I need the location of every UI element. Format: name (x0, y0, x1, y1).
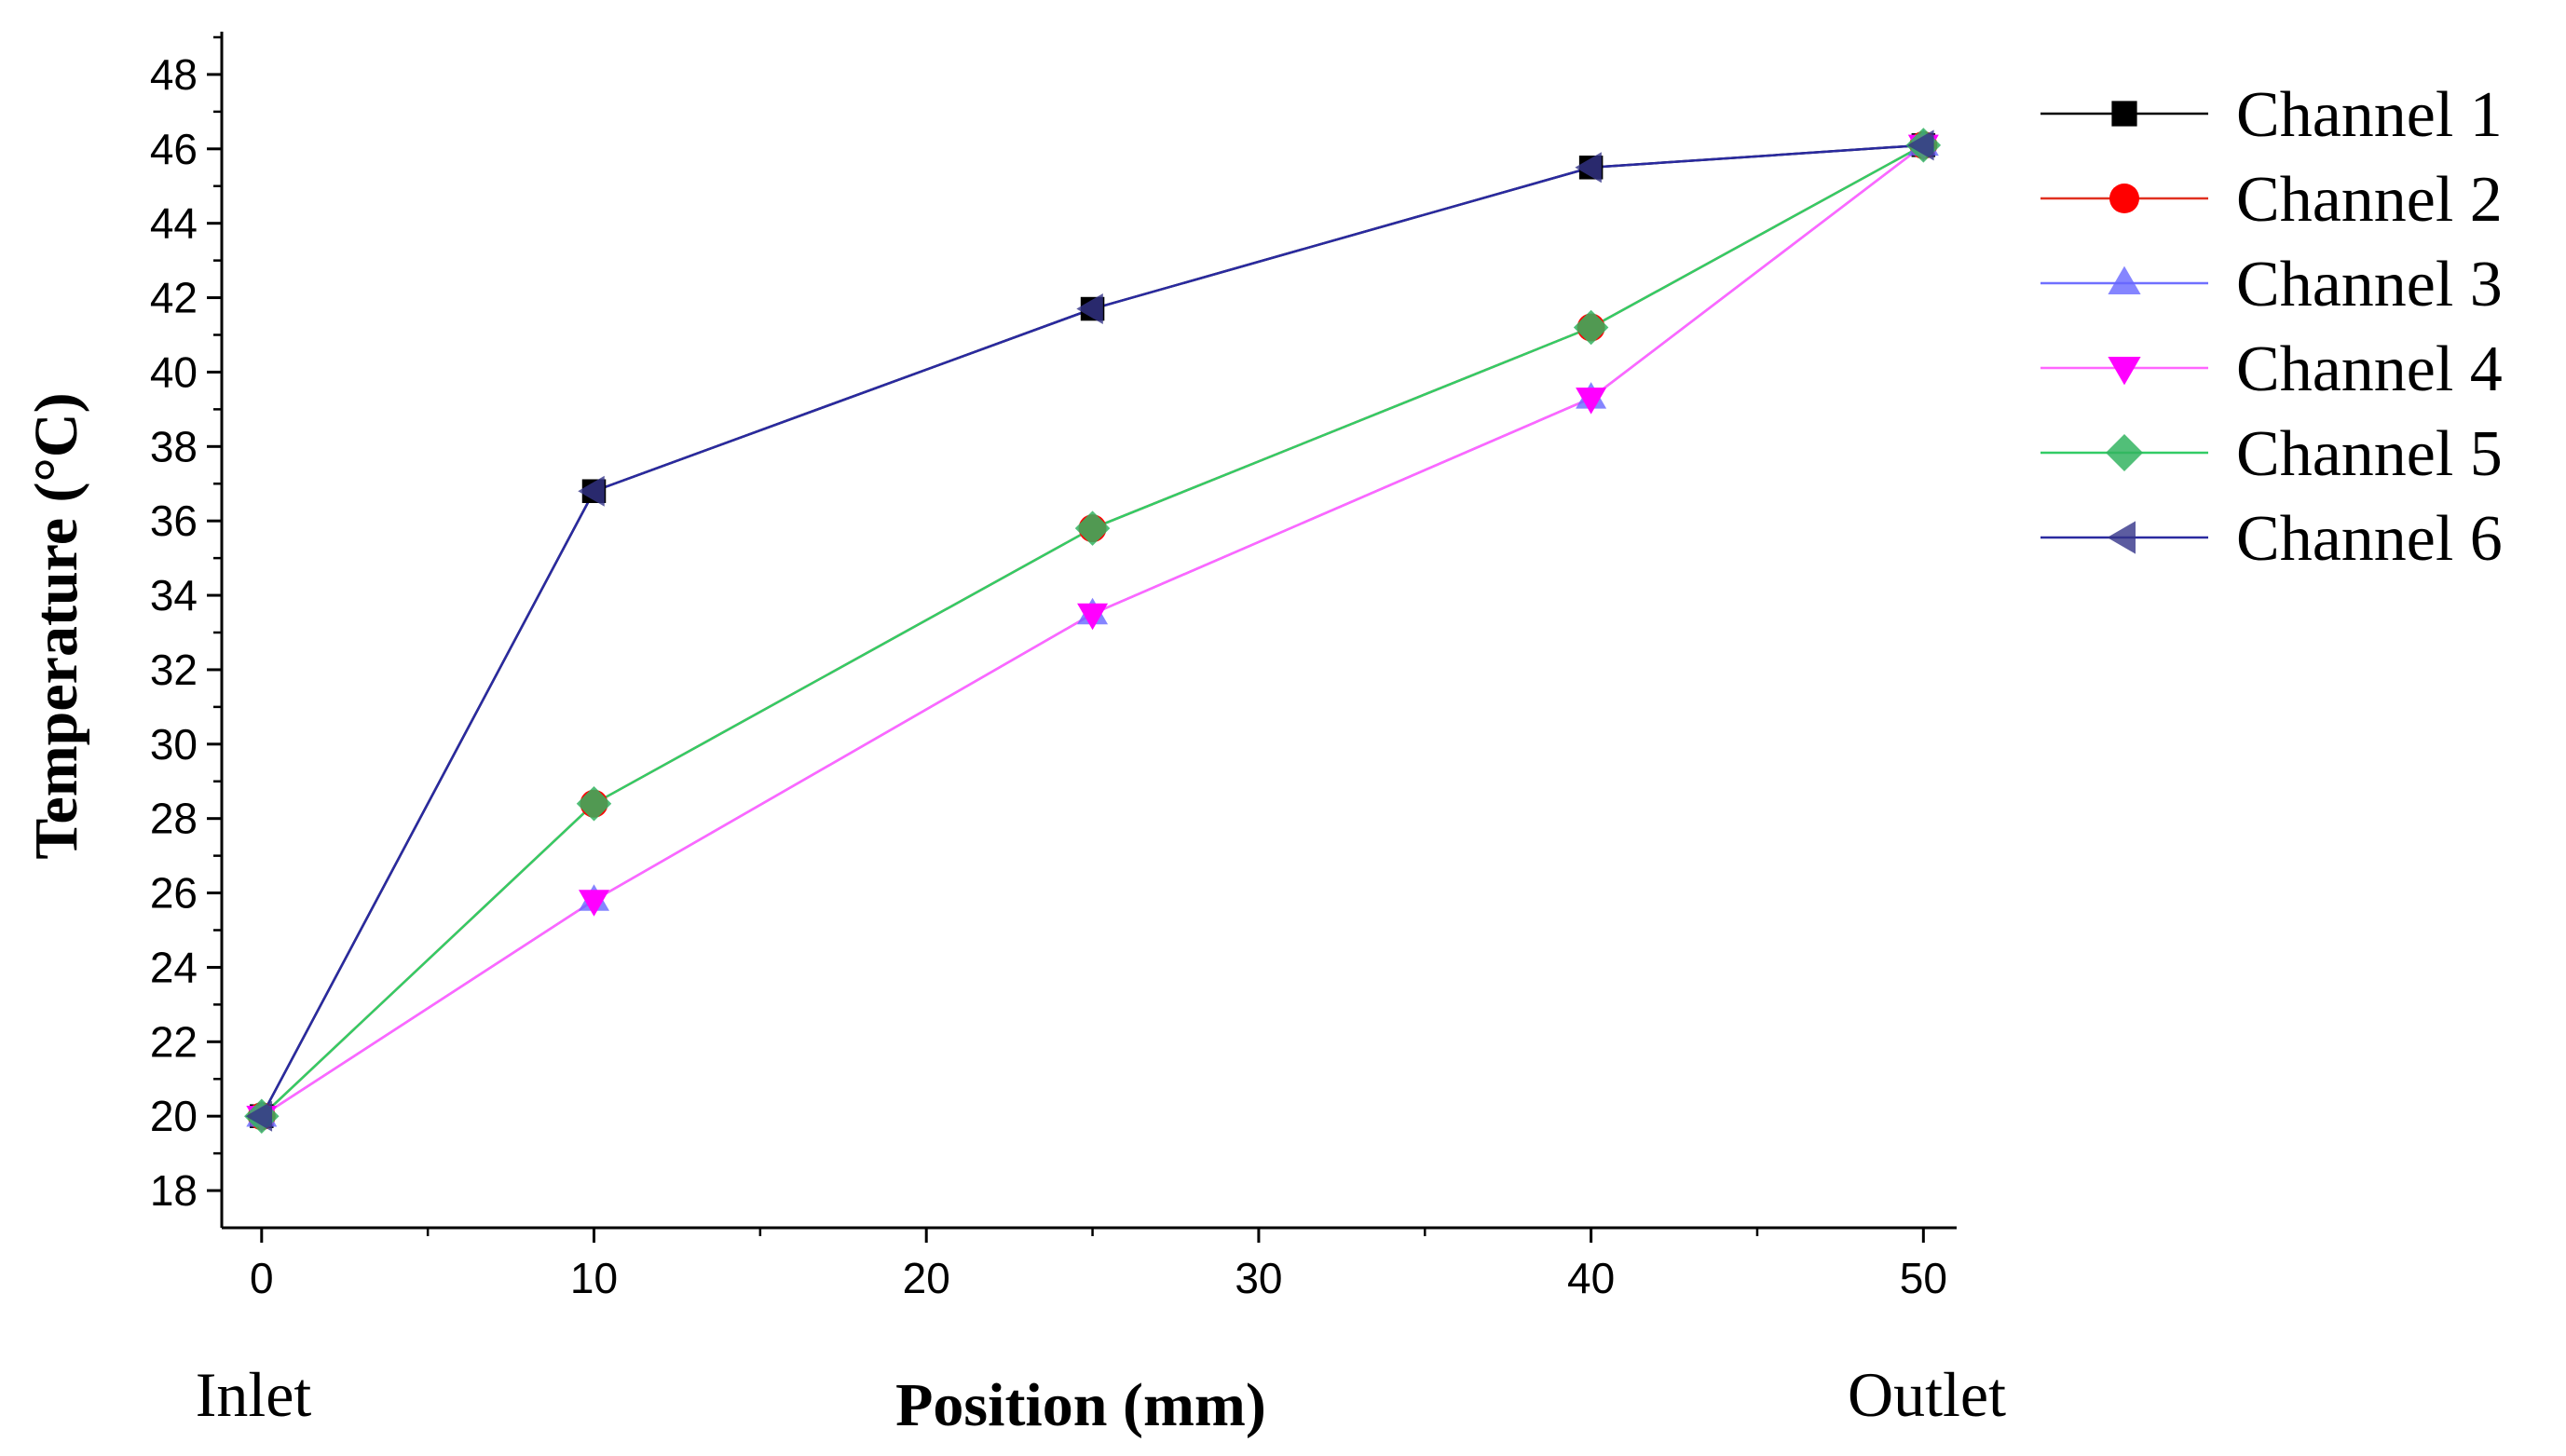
data-point-channel-6 (245, 1100, 273, 1132)
y-tick-label: 32 (150, 646, 198, 694)
series-line-channel-5 (260, 143, 1924, 1118)
series-line-channel-3 (261, 143, 1925, 1118)
legend-label-channel-2: Channel 2 (2236, 164, 2503, 236)
legend-label-channel-1: Channel 1 (2236, 79, 2503, 151)
x-tick-label: 40 (1567, 1254, 1615, 1302)
legend-marker-channel-3 (2108, 265, 2141, 294)
outlet-label: Outlet (1848, 1359, 2006, 1430)
data-point-channel-5 (1074, 510, 1111, 546)
x-tick-label: 30 (1235, 1254, 1282, 1302)
y-tick-label: 36 (150, 497, 198, 545)
x-axis-title: Position (mm) (895, 1371, 1266, 1439)
y-tick-label: 30 (150, 720, 198, 769)
data-point-channel-4 (1576, 388, 1607, 415)
y-tick-label: 42 (150, 274, 198, 322)
x-tick-label: 50 (1900, 1254, 1947, 1302)
y-tick-label: 40 (150, 347, 198, 396)
y-tick-label: 26 (150, 869, 198, 918)
series-lines (260, 143, 1925, 1118)
x-tick-label: 20 (903, 1254, 950, 1302)
series-line-channel-1 (260, 143, 1924, 1117)
data-point-channel-6 (1907, 129, 1934, 161)
legend-marker-channel-2 (2109, 184, 2139, 213)
y-tick-label: 20 (150, 1092, 198, 1140)
inlet-label: Inlet (196, 1359, 312, 1430)
series-line-channel-2 (260, 143, 1924, 1118)
legend-label-channel-5: Channel 5 (2236, 418, 2503, 490)
series-line-channel-6 (260, 143, 1924, 1117)
data-point-channel-6 (1575, 152, 1602, 184)
data-point-channel-4 (579, 890, 610, 917)
y-tick-label: 44 (150, 199, 198, 248)
y-tick-label: 24 (150, 943, 198, 991)
legend-marker-channel-1 (2111, 101, 2137, 127)
data-point-channel-5 (576, 785, 612, 822)
series-markers (244, 128, 1942, 1134)
axes: 18 20 22 24 26 28 30 32 34 36 38 40 42 44 46 48 0 10 20 30 4… (150, 32, 1957, 1302)
y-tick-label: 34 (150, 571, 198, 619)
data-point-channel-5 (1573, 309, 1609, 346)
legend: Channel 1 Channel 2 Channel 3 Channel 4 Chan… (2041, 79, 2503, 575)
series-line-channel-4 (261, 143, 1925, 1118)
y-axis-title: Temperature (°C) (22, 392, 90, 859)
y-tick-label: 48 (150, 50, 198, 99)
legend-label-channel-6: Channel 6 (2236, 503, 2503, 575)
y-tick-label: 18 (150, 1166, 198, 1215)
data-point-channel-4 (1077, 603, 1109, 631)
legend-marker-channel-4 (2108, 357, 2141, 386)
legend-label-channel-4: Channel 4 (2236, 333, 2503, 405)
y-tick-label: 22 (150, 1017, 198, 1066)
data-point-channel-6 (1076, 293, 1103, 325)
y-tick-label: 28 (150, 795, 198, 843)
x-tick-label: 0 (250, 1254, 274, 1302)
y-tick-label: 46 (150, 125, 198, 173)
legend-marker-channel-5 (2106, 434, 2143, 471)
legend-marker-channel-6 (2107, 521, 2136, 554)
data-point-channel-6 (578, 475, 605, 507)
legend-label-channel-3: Channel 3 (2236, 249, 2503, 320)
y-tick-label: 38 (150, 422, 198, 470)
x-tick-label: 10 (570, 1254, 618, 1302)
